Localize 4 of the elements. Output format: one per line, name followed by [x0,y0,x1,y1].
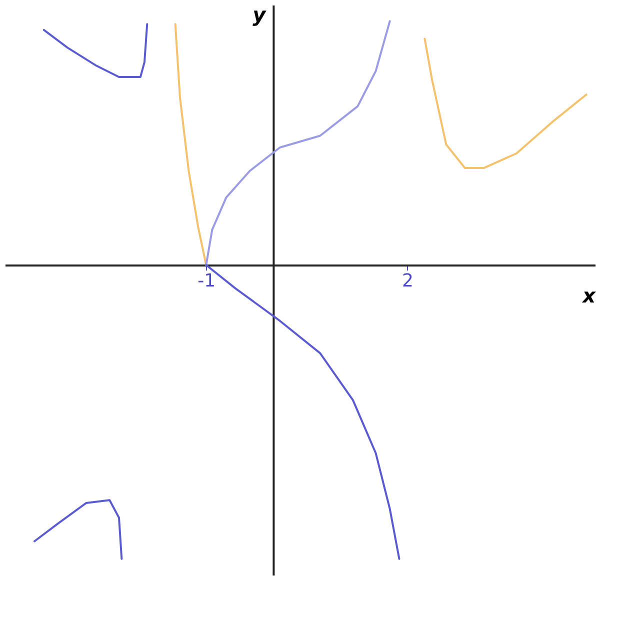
y-axis-title: y [252,2,267,26]
x-axis-title: x [582,284,597,308]
x-tick-label: 2 [402,270,414,292]
x-tick-label: -1 [198,270,216,292]
